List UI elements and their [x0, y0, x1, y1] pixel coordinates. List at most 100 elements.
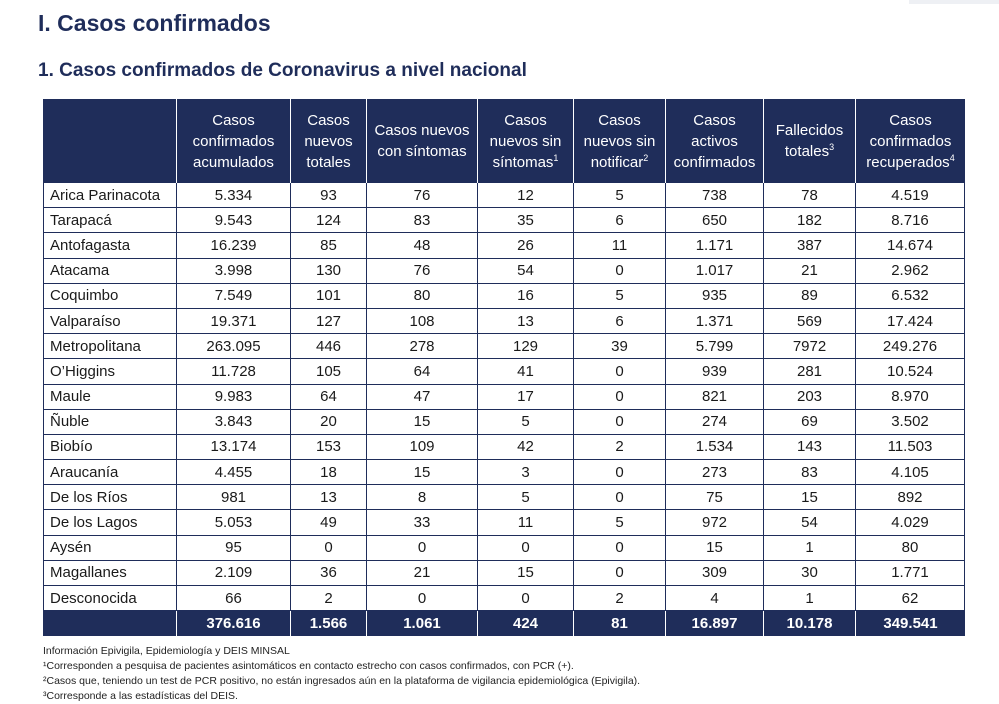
value-cell: 309	[666, 560, 764, 586]
value-cell: 0	[574, 409, 666, 435]
value-cell: 3.502	[856, 409, 965, 435]
value-cell: 16	[478, 283, 574, 309]
totals-row: 376.616 1.566 1.061 424 81 16.897 10.178 349.54…	[43, 611, 965, 637]
value-cell: 5	[478, 409, 574, 435]
value-cell: 0	[574, 535, 666, 561]
column-header-label: Casos nuevos totales	[304, 111, 353, 171]
footnote-line: ²Casos que, teniendo un test de PCR posi…	[43, 675, 641, 687]
value-cell: 972	[666, 510, 764, 536]
region-name-cell: Antofagasta	[43, 233, 177, 259]
value-cell: 0	[574, 560, 666, 586]
value-cell: 64	[367, 359, 478, 385]
value-cell: 278	[367, 334, 478, 360]
value-cell: 13	[478, 308, 574, 335]
value-cell: 892	[856, 485, 965, 511]
value-cell: 39	[574, 334, 666, 360]
value-cell: 3.843	[177, 409, 291, 435]
value-cell: 5.334	[177, 183, 291, 209]
value-cell: 13.174	[177, 434, 291, 461]
value-cell: 0	[574, 359, 666, 385]
footnote-marker: 4	[949, 152, 955, 163]
value-cell: 105	[291, 359, 367, 385]
value-cell: 0	[574, 460, 666, 486]
table-subtitle: 1. Casos confirmados de Coronavirus a ni…	[38, 60, 527, 81]
value-cell: 263.095	[177, 334, 291, 360]
value-cell: 89	[764, 283, 856, 309]
column-header	[43, 99, 177, 183]
value-cell: 64	[291, 384, 367, 410]
value-cell: 15	[764, 485, 856, 511]
value-cell: 21	[764, 258, 856, 284]
table-row: Tarapacá 9.543 124 83 35 6 650 182 8.716	[43, 208, 965, 234]
value-cell: 5	[574, 183, 666, 209]
value-cell: 1	[764, 586, 856, 612]
region-name-cell: Araucanía	[43, 460, 177, 486]
value-cell: 15	[666, 535, 764, 561]
region-name-cell: Biobío	[43, 434, 177, 461]
value-cell: 62	[856, 586, 965, 612]
value-cell: 5	[478, 485, 574, 511]
table-row: Coquimbo 7.549 101 80 16 5 935 89 6.532	[43, 283, 965, 309]
value-cell: 17	[478, 384, 574, 410]
value-cell: 66	[177, 586, 291, 612]
value-cell: 16.239	[177, 233, 291, 259]
footnote-line: ³Corresponde a las estadísticas del DEIS…	[43, 690, 238, 702]
value-cell: 19.371	[177, 308, 291, 335]
region-name-cell: Aysén	[43, 535, 177, 561]
value-cell: 0	[478, 586, 574, 612]
column-header: Casos confirmados acumulados	[177, 99, 291, 183]
total-value-cell: 81	[574, 611, 666, 637]
value-cell: 11.728	[177, 359, 291, 385]
table-row: Desconocida 66 2 0 0 2 4 1 62	[43, 586, 965, 612]
value-cell: 10.524	[856, 359, 965, 385]
value-cell: 108	[367, 308, 478, 335]
value-cell: 130	[291, 258, 367, 284]
value-cell: 5.799	[666, 334, 764, 360]
value-cell: 11.503	[856, 434, 965, 461]
column-header: Casos nuevos con síntomas	[367, 99, 478, 183]
value-cell: 6	[574, 308, 666, 335]
value-cell: 5	[574, 510, 666, 536]
value-cell: 273	[666, 460, 764, 486]
value-cell: 6.532	[856, 283, 965, 309]
region-name-cell: Ñuble	[43, 409, 177, 435]
region-name-cell: Arica Parinacota	[43, 183, 177, 209]
value-cell: 4.519	[856, 183, 965, 209]
total-value-cell: 16.897	[666, 611, 764, 637]
value-cell: 5.053	[177, 510, 291, 536]
value-cell: 2.109	[177, 560, 291, 586]
footnote-line: Información Epivigila, Epidemiología y D…	[43, 645, 290, 657]
value-cell: 14.674	[856, 233, 965, 259]
footnote-line: ¹Corresponden a pesquisa de pacientes as…	[43, 660, 574, 672]
region-name-cell: De los Ríos	[43, 485, 177, 511]
column-header-label: Casos confirmados recuperados	[866, 111, 952, 171]
value-cell: 2	[574, 434, 666, 461]
value-cell: 8.716	[856, 208, 965, 234]
value-cell: 821	[666, 384, 764, 410]
value-cell: 35	[478, 208, 574, 234]
value-cell: 0	[367, 535, 478, 561]
value-cell: 0	[574, 258, 666, 284]
value-cell: 2	[291, 586, 367, 612]
value-cell: 0	[367, 586, 478, 612]
region-name-cell: Magallanes	[43, 560, 177, 586]
value-cell: 153	[291, 434, 367, 461]
value-cell: 21	[367, 560, 478, 586]
value-cell: 76	[367, 258, 478, 284]
value-cell: 939	[666, 359, 764, 385]
column-header-label: Fallecidos totales	[775, 122, 844, 160]
corner-decoration	[909, 0, 999, 4]
value-cell: 981	[177, 485, 291, 511]
column-header: Casos nuevos totales	[291, 99, 367, 183]
value-cell: 36	[291, 560, 367, 586]
value-cell: 101	[291, 283, 367, 309]
region-name-cell: Desconocida	[43, 586, 177, 612]
value-cell: 8	[367, 485, 478, 511]
value-cell: 15	[478, 560, 574, 586]
value-cell: 1.171	[666, 233, 764, 259]
value-cell: 54	[764, 510, 856, 536]
value-cell: 4	[666, 586, 764, 612]
region-name-cell: Valparaíso	[43, 308, 177, 335]
value-cell: 127	[291, 308, 367, 335]
value-cell: 54	[478, 258, 574, 284]
